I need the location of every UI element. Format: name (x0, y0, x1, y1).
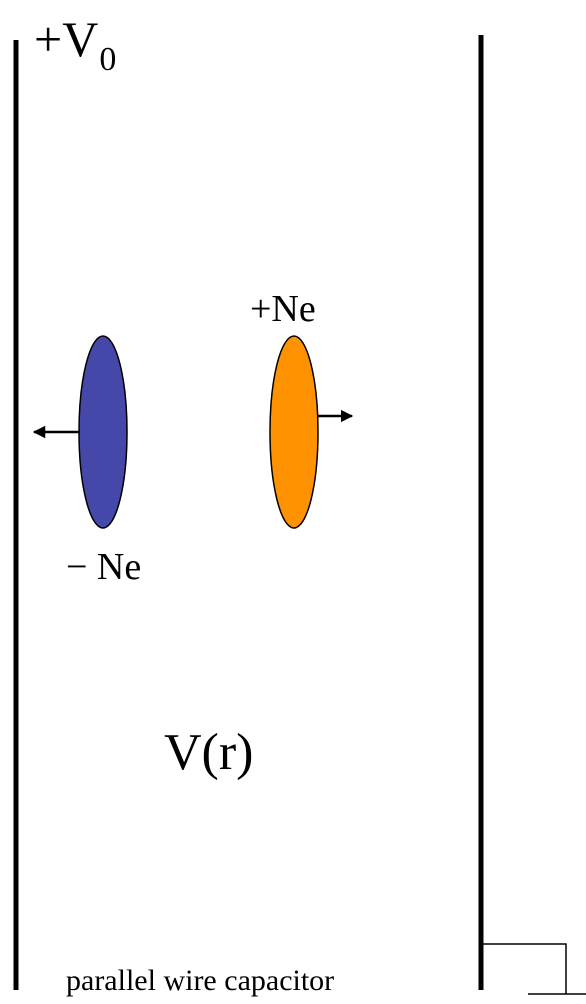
field-potential-label: V(r) (164, 724, 254, 781)
negative-charge-ellipse (78, 335, 128, 529)
potential-label: +V0 (34, 11, 116, 77)
ground-connection-wire (481, 943, 567, 994)
positive-charge-label: +Ne (250, 288, 316, 330)
diagram-caption: parallel wire capacitor (66, 964, 335, 997)
potential-label-subscript: 0 (99, 41, 117, 78)
negative-charge-label: − Ne (66, 546, 142, 588)
positive-charge-ellipse (269, 335, 319, 529)
potential-label-base: +V (34, 11, 99, 67)
